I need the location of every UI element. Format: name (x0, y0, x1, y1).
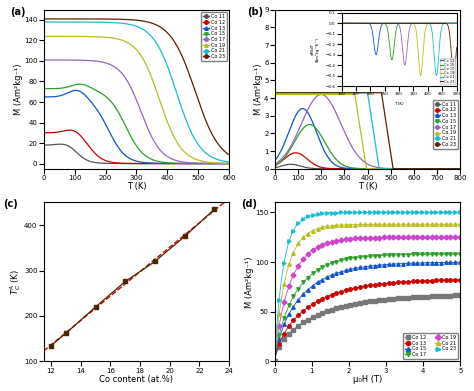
Text: (b): (b) (247, 7, 263, 16)
Text: (d): (d) (241, 199, 257, 209)
Text: (c): (c) (3, 199, 18, 209)
Y-axis label: M (Am²kg⁻¹): M (Am²kg⁻¹) (14, 63, 23, 115)
Y-axis label: M (Am²kg⁻¹): M (Am²kg⁻¹) (245, 256, 254, 308)
Text: (a): (a) (10, 7, 26, 16)
X-axis label: Co content (at.%): Co content (at.%) (100, 375, 173, 384)
Legend: Co 11, Co 12, Co 13, Co 15, Co 17, Co 19, Co 21, Co 23: Co 11, Co 12, Co 13, Co 15, Co 17, Co 19… (433, 100, 458, 149)
Y-axis label: $T_C^A$ (K): $T_C^A$ (K) (8, 269, 23, 295)
Legend: Co 12, Co 13, Co 15, Co 17, Co 19, Co 21, Co 23: Co 12, Co 13, Co 15, Co 17, Co 19, Co 21… (403, 333, 458, 359)
Legend: Co 11, Co 12, Co 13, Co 15, Co 17, Co 19, Co 21, Co 23: Co 11, Co 12, Co 13, Co 15, Co 17, Co 19… (201, 12, 227, 61)
Y-axis label: M (Am²kg⁻¹): M (Am²kg⁻¹) (254, 63, 263, 115)
X-axis label: T (K): T (K) (127, 182, 146, 191)
X-axis label: μ₀H (T): μ₀H (T) (353, 375, 382, 384)
X-axis label: T (K): T (K) (358, 182, 377, 191)
